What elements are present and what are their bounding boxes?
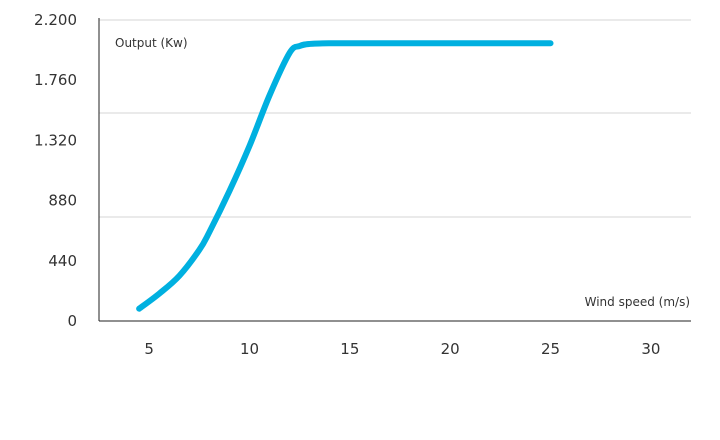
x-tick-label: 25 — [541, 340, 560, 358]
x-tick-label: 5 — [144, 340, 154, 358]
axis-layer — [98, 18, 691, 322]
y-tick-label: 440 — [48, 252, 77, 270]
x-tick-label: 20 — [441, 340, 460, 358]
y-tick-label: 1.760 — [34, 71, 77, 89]
tick-layer: 0 440 880 1.320 1.760 2.200 5 10 15 20 25 30 — [34, 11, 660, 358]
y-tick-label: 0 — [67, 312, 77, 330]
series-layer — [136, 40, 554, 312]
y-axis-title: Output (Kw) — [115, 36, 188, 50]
y-tick-label: 1.320 — [34, 131, 77, 149]
x-tick-label: 30 — [641, 340, 660, 358]
y-tick-label: 880 — [48, 192, 77, 210]
x-tick-label: 15 — [340, 340, 359, 358]
grid-layer — [99, 19, 691, 218]
x-axis-title: Wind speed (m/s) — [585, 295, 690, 309]
x-tick-label: 10 — [240, 340, 259, 358]
power-curve-line — [136, 40, 554, 312]
y-tick-label: 2.200 — [34, 11, 77, 29]
